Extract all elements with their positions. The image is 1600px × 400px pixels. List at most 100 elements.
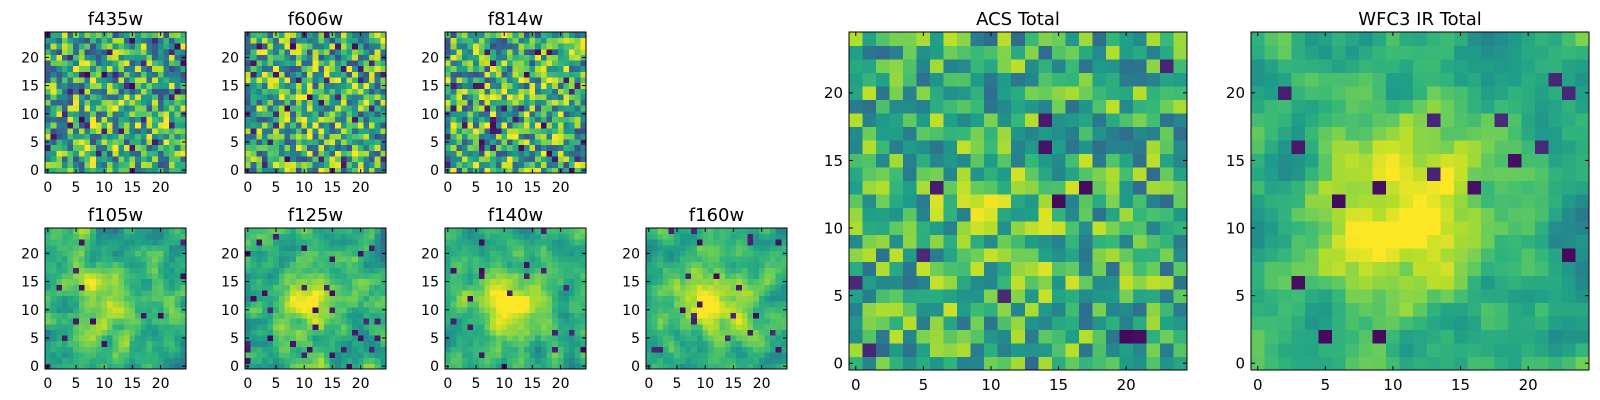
heatmap-cell	[312, 267, 319, 274]
heatmap-cell	[1065, 261, 1080, 276]
heatmap-cell	[523, 352, 530, 359]
heatmap-cell	[180, 256, 187, 263]
heatmap-cell	[495, 144, 502, 151]
heatmap-cell	[267, 133, 274, 140]
heatmap-cell	[340, 346, 347, 353]
heatmap-cell	[312, 37, 319, 44]
heatmap-cell	[129, 43, 136, 50]
heatmap-cell	[245, 88, 252, 95]
heatmap-cell	[523, 139, 530, 146]
heatmap-cell	[56, 82, 63, 89]
heatmap-cell	[323, 150, 330, 157]
heatmap-cell	[1173, 315, 1188, 330]
heatmap-cell	[374, 256, 381, 263]
heatmap-cell	[535, 318, 542, 325]
heatmap-cell	[357, 54, 364, 61]
heatmap-cell	[747, 228, 754, 235]
heatmap-cell	[290, 335, 297, 342]
heatmap-cell	[363, 71, 370, 78]
heatmap-cell	[267, 284, 274, 291]
heatmap-cell	[696, 357, 703, 364]
heatmap-cell	[719, 239, 726, 246]
heatmap-cell	[267, 261, 274, 268]
heatmap-cell	[484, 54, 491, 61]
heatmap-cell	[574, 318, 581, 325]
heatmap-cell	[352, 65, 359, 72]
heatmap-cell	[61, 77, 68, 84]
heatmap-cell	[50, 290, 57, 297]
heatmap-cell	[278, 318, 285, 325]
heatmap-cell	[357, 239, 364, 246]
heatmap-cell	[507, 273, 514, 280]
heatmap-cell	[467, 233, 474, 240]
heatmap-cell	[862, 180, 877, 195]
heatmap-cell	[73, 88, 80, 95]
panel-title: f160w	[689, 205, 744, 226]
heatmap-cell	[107, 167, 114, 174]
heatmap-cell	[84, 278, 91, 285]
heatmap-cell	[163, 267, 170, 274]
heatmap-cell	[970, 261, 985, 276]
heatmap-cell	[78, 60, 85, 67]
heatmap-cell	[445, 77, 452, 84]
heatmap-cell	[574, 105, 581, 112]
heatmap-cell	[123, 301, 130, 308]
heatmap-cell	[461, 363, 468, 370]
heatmap-cell	[169, 94, 176, 101]
heatmap-cell	[140, 167, 147, 174]
heatmap-cell	[512, 105, 519, 112]
heatmap-cell	[256, 156, 263, 163]
heatmap-cell	[45, 352, 52, 359]
heatmap-cell	[719, 295, 726, 302]
heatmap-cell	[781, 284, 788, 291]
heatmap-cell	[256, 301, 263, 308]
heatmap-cell	[67, 99, 74, 106]
heatmap-cell	[1051, 315, 1066, 330]
heatmap-cell	[307, 43, 314, 50]
heatmap-cell	[295, 88, 302, 95]
heatmap-cell	[484, 244, 491, 251]
heatmap-cell	[90, 290, 97, 297]
heatmap-cell	[323, 37, 330, 44]
heatmap-cell	[501, 290, 508, 297]
heatmap-cell	[261, 284, 268, 291]
heatmap-cell	[1159, 356, 1174, 371]
heatmap-cell	[84, 167, 91, 174]
heatmap-cell	[456, 156, 463, 163]
heatmap-cell	[307, 32, 314, 39]
heatmap-cell	[535, 323, 542, 330]
heatmap-cell	[273, 284, 280, 291]
heatmap-cell	[273, 99, 280, 106]
heatmap-cell	[478, 161, 485, 168]
heatmap-cell	[323, 352, 330, 359]
heatmap-cell	[129, 250, 136, 257]
heatmap-cell	[957, 234, 972, 249]
heatmap-cell	[312, 77, 319, 84]
heatmap-cell	[123, 167, 130, 174]
heatmap-cell	[135, 99, 142, 106]
heatmap-cell	[335, 340, 342, 347]
heatmap-cell	[73, 43, 80, 50]
heatmap-cell	[107, 335, 114, 342]
heatmap-cell	[256, 71, 263, 78]
heatmap-cell	[295, 318, 302, 325]
heatmap-cell	[1038, 180, 1053, 195]
heatmap-cell	[67, 312, 74, 319]
heatmap-cell	[930, 248, 945, 263]
heatmap-cell	[169, 261, 176, 268]
heatmap-cell	[580, 233, 587, 240]
heatmap-cell	[278, 228, 285, 235]
heatmap-cell	[335, 233, 342, 240]
heatmap-cell	[1024, 180, 1039, 195]
heatmap-cell	[152, 346, 159, 353]
heatmap-cell	[903, 153, 917, 168]
heatmap-cell	[180, 77, 187, 84]
heatmap-cell	[312, 32, 319, 39]
heatmap-cell	[741, 340, 748, 347]
heatmap-cell	[301, 335, 308, 342]
heatmap-cell	[490, 352, 497, 359]
heatmap-cell	[95, 71, 102, 78]
heatmap-cells	[45, 228, 187, 370]
heatmap-cell	[574, 244, 581, 251]
heatmap-cell	[140, 71, 147, 78]
